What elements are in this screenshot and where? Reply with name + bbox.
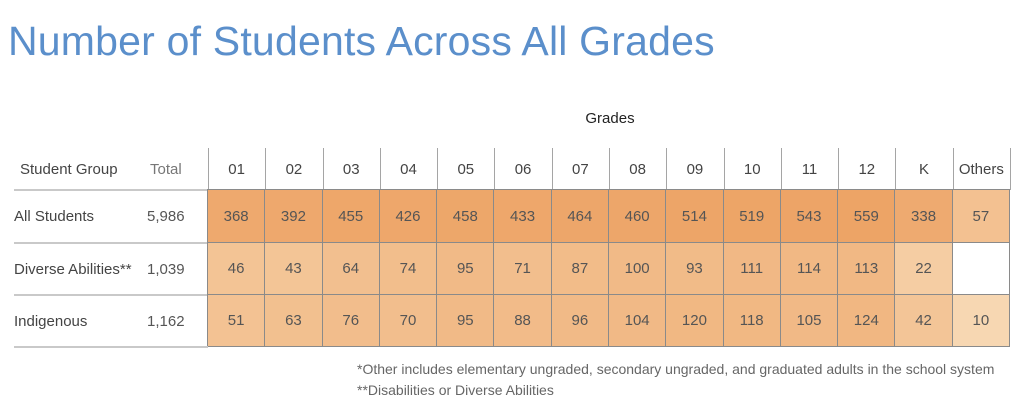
heatmap-cell: 87	[550, 242, 609, 295]
column-header-12: 12	[858, 160, 876, 178]
column-header-08: 08	[629, 160, 646, 178]
heatmap-cell: 543	[779, 189, 839, 243]
column-divider	[494, 148, 496, 190]
column-divider	[723, 148, 725, 190]
column-divider	[609, 148, 610, 190]
total-header-label: Total	[150, 160, 182, 178]
heatmap-cell: 392	[264, 189, 323, 243]
heatmap-cell: 46	[207, 242, 266, 295]
column-header-06: 06	[514, 160, 532, 178]
heatmap-cell: 42	[894, 294, 953, 347]
row-total: 1,039	[147, 260, 185, 278]
heatmap-cell: 120	[665, 294, 724, 347]
heatmap-cell: 57	[951, 189, 1010, 243]
column-divider	[666, 148, 668, 190]
heatmap-cell: 63	[264, 294, 323, 347]
heatmap-cell: 426	[378, 189, 438, 243]
column-header-05: 05	[457, 160, 475, 178]
heatmap-cell: 433	[493, 189, 552, 243]
column-header-09: 09	[686, 160, 704, 178]
grades-label: Grades	[585, 110, 635, 127]
row-divider	[14, 346, 208, 348]
heatmap-cell: 51	[207, 294, 266, 347]
heatmap-cell: 368	[207, 189, 266, 243]
row-total: 5,986	[147, 208, 185, 225]
heatmap-cell: 519	[722, 189, 781, 243]
column-header-10: 10	[743, 160, 761, 178]
heatmap-cell: 93	[665, 242, 724, 295]
heatmap-cell: 95	[436, 242, 495, 295]
heatmap-cell: 111	[722, 242, 781, 295]
heatmap-cell: 100	[608, 242, 667, 295]
heatmap-cell: 88	[493, 294, 552, 347]
heatmap-cell: 455	[321, 189, 380, 243]
column-divider	[265, 148, 267, 190]
heatmap-cell: 105	[779, 294, 839, 347]
column-header-01: 01	[228, 160, 245, 178]
heatmap-cell: 464	[550, 189, 609, 243]
heatmap-cell: 460	[608, 189, 667, 243]
footnote-diverse: **Disabilities or Diverse Abilities	[357, 382, 554, 398]
heatmap-cell: 338	[894, 189, 953, 243]
row-divider	[14, 294, 208, 296]
column-header-K: K	[919, 160, 930, 178]
heatmap-cell: 559	[837, 189, 896, 243]
column-header-11: 11	[801, 160, 818, 178]
column-divider	[780, 148, 782, 190]
heatmap-cell: 70	[378, 294, 438, 347]
row-divider	[14, 189, 208, 191]
row-total: 1,162	[147, 312, 185, 330]
footnote-others: *Other includes elementary ungraded, sec…	[357, 361, 995, 377]
column-header-07: 07	[572, 160, 589, 178]
column-divider	[952, 148, 954, 190]
row-header-label: Student Group	[20, 160, 118, 178]
row-label: All Students	[14, 208, 95, 225]
column-divider	[838, 148, 840, 190]
row-label: Indigenous	[14, 312, 88, 330]
heatmap-cell: 458	[436, 189, 495, 243]
column-divider	[895, 148, 897, 190]
column-divider	[322, 148, 324, 190]
heatmap-cell: 22	[894, 242, 953, 295]
heatmap-cell: 10	[951, 294, 1010, 347]
column-header-03: 03	[342, 160, 360, 178]
row-divider	[14, 242, 208, 244]
heatmap-cell: 74	[378, 242, 438, 295]
heatmap-cell: 64	[321, 242, 380, 295]
heatmap-cell: 118	[722, 294, 781, 347]
column-header-02: 02	[285, 160, 303, 178]
column-header-Others: Others	[958, 160, 1004, 178]
heatmap-cell: 514	[665, 189, 724, 243]
heatmap-cell: 71	[493, 242, 552, 295]
heatmap-cell: 104	[608, 294, 667, 347]
column-divider	[437, 148, 439, 190]
heatmap-cell: 124	[837, 294, 896, 347]
heatmap-cell: 95	[436, 294, 495, 347]
row-label: Diverse Abilities**	[14, 260, 132, 278]
heatmap-cell: 96	[550, 294, 609, 347]
column-divider	[1010, 148, 1011, 190]
chart-title: Number of Students Across All Grades	[8, 18, 715, 64]
column-divider	[208, 148, 209, 190]
column-divider	[551, 148, 553, 190]
heatmap-cell: 113	[837, 242, 896, 295]
heatmap-cell-empty	[951, 242, 1010, 295]
heatmap-cell: 43	[264, 242, 323, 295]
column-divider	[379, 148, 381, 190]
heatmap-cell: 114	[779, 242, 839, 295]
column-header-04: 04	[400, 160, 417, 178]
heatmap-cell: 76	[321, 294, 380, 347]
